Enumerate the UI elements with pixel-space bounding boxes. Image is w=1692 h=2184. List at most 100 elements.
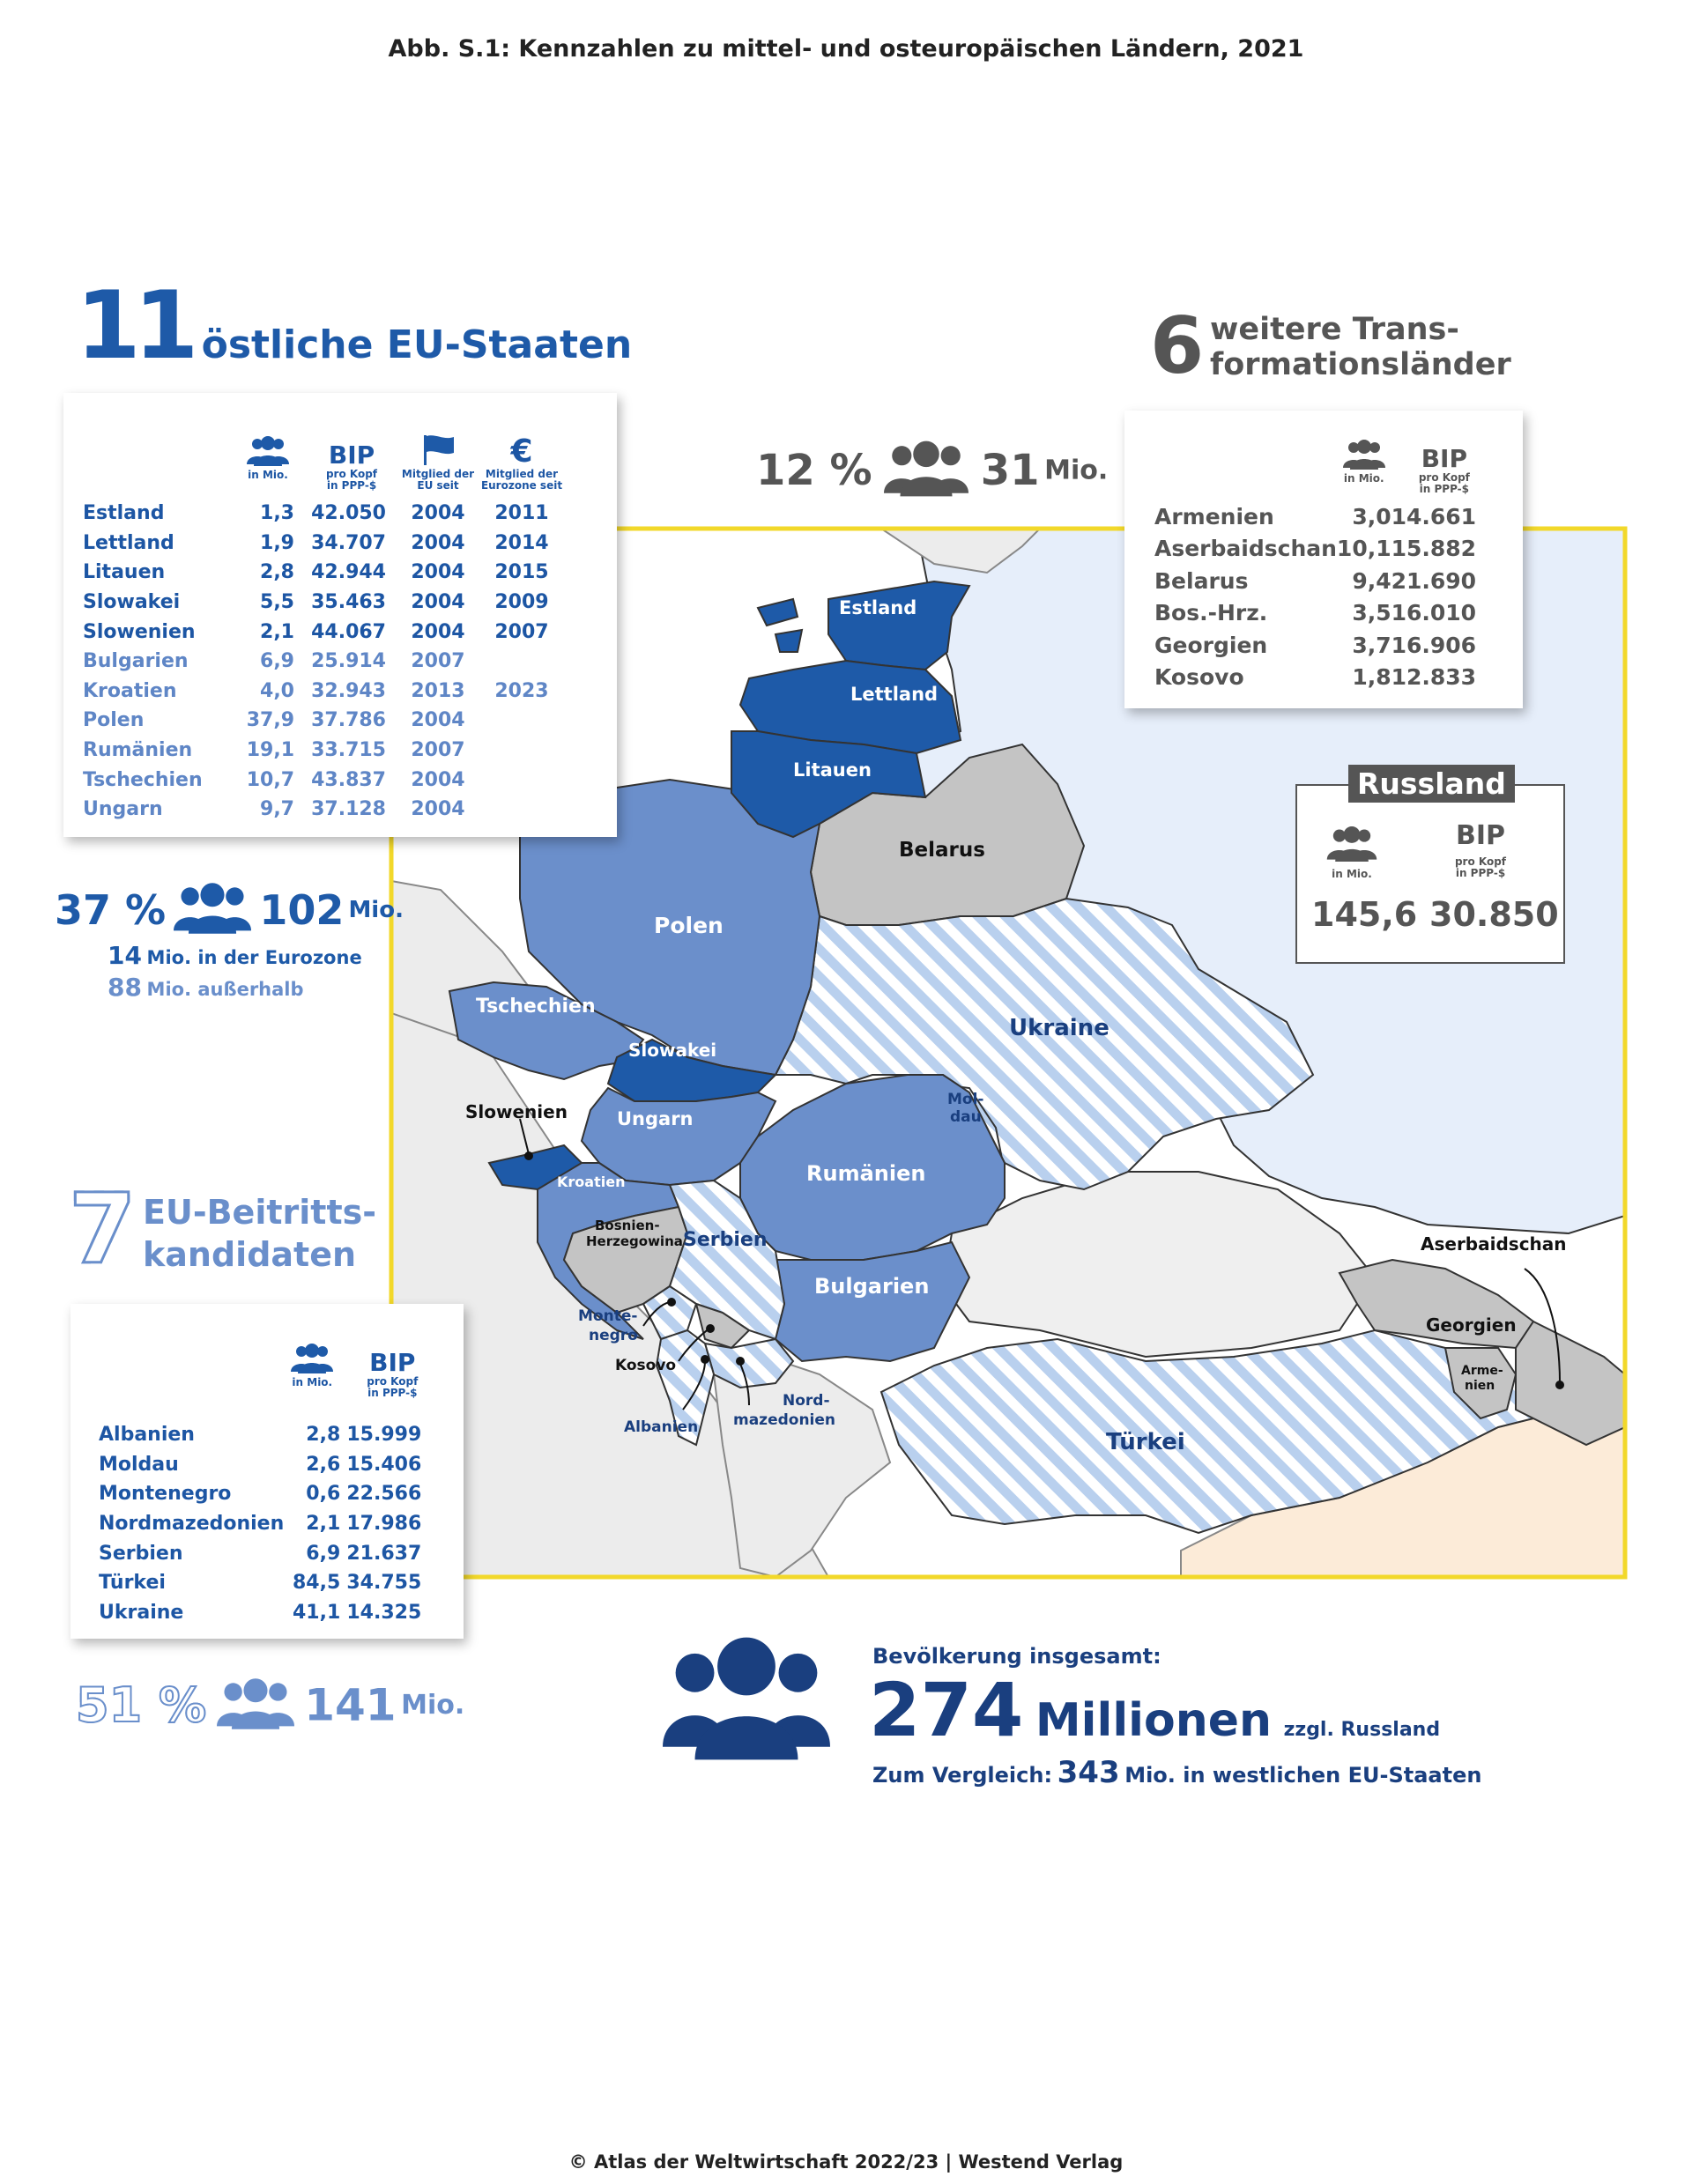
population-value: 41,1 [293,1601,341,1624]
estonia-region [827,580,971,671]
country-name: Georgien [1154,632,1268,658]
population-value: 2,8 [306,1424,341,1447]
eu-east-share: 37 % [55,886,167,934]
table-row: Nordmazedonien 2,1 17.986 [99,1509,444,1539]
table-row: Lettland 1,9 34.707 2004 2014 [83,529,566,559]
table-row: Kroatien 4,0 32.943 2013 2023 [83,677,566,707]
country-name: Kroatien [83,679,177,702]
population-icon [1324,826,1380,865]
country-name: Albanien [99,1424,195,1447]
table-row: Kosovo 1,8 12.833 [1154,662,1497,694]
table-row: Slowenien 2,1 44.067 2004 2007 [83,617,566,647]
map-label-moldau-2: dau [950,1108,982,1126]
map-label-georgien: Georgien [1426,1314,1517,1336]
candidates-summary: 51 % 141 Mio. [75,1677,464,1734]
eu-since-value: 2004 [411,709,465,732]
bip-value: 35.463 [311,591,386,614]
transformation-count: 6 [1150,300,1205,391]
table-row: Ungarn 9,7 37.128 2004 [83,795,566,825]
population-total-icon [663,1637,830,1764]
eu-east-table: in Mio. BIP pro Kopf in PPP-$ Mitglied d… [83,416,566,825]
population-value: 6,9 [260,650,294,673]
bip-value: 21.690 [1391,567,1477,594]
footer-credit: © Atlas der Weltwirtschaft 2022/23 | Wes… [568,2151,1124,2173]
map-label-estland: Estland [839,597,917,618]
transformation-table-box: in Mio. BIP pro Kopf in PPP-$ Armenien 3,… [1124,411,1523,708]
country-name: Tschechien [83,768,203,791]
population-value: 19,1 [246,739,294,762]
euro-since-value: 2015 [494,561,549,584]
col-bip-sub: pro Kopf in PPP-$ [325,468,378,492]
country-name: Litauen [83,561,166,584]
transformation-table: in Mio. BIP pro Kopf in PPP-$ Armenien 3,… [1154,426,1497,693]
country-name: Montenegro [99,1483,232,1506]
map-label-lettland: Lettland [850,684,939,705]
bip-value: 25.914 [311,650,386,673]
montenegro-region [642,1284,698,1341]
map-label-armenien-1: Arme- [1461,1364,1503,1378]
population-total-line: 274 Millionen zzgl. Russland [869,1667,1440,1753]
euro-since-value: 2011 [494,502,549,525]
euro-since-value [478,647,566,677]
population-value: 2,1 [306,1513,341,1536]
outside-value: 88 [108,973,142,1002]
eu-since-value: 2004 [411,768,465,791]
col-population: in Mio. [292,1376,333,1388]
eu-since-value: 2004 [411,620,465,643]
candidates-share: 51 % [75,1677,207,1734]
bip-value: 37.128 [311,798,386,821]
bip-value: 32.943 [311,679,386,702]
eu-since-value: 2004 [411,798,465,821]
eu-east-heading-text: östliche EU-Staaten [201,322,633,367]
population-value: 2,6 [306,1453,341,1476]
col-bip-sub: pro Kopf in PPP-$ [367,1375,419,1399]
population-value: 3,7 [1352,632,1391,658]
eu-east-heading: 11 östliche EU-Staaten [76,279,633,373]
table-row: Slowakei 5,5 35.463 2004 2009 [83,588,566,618]
population-icon [216,1677,294,1733]
population-total-word: Millionen [1035,1694,1272,1747]
population-value: 10,7 [246,768,294,791]
population-total-label: Bevölkerung insgesamt: [872,1644,1161,1669]
population-icon [174,883,252,937]
bip-value: 34.707 [311,531,386,554]
bip-value: 15.406 [346,1453,422,1476]
russia-bip: 30.850 [1429,895,1559,934]
armenia-region [1443,1347,1518,1420]
table-row: Belarus 9,4 21.690 [1154,565,1497,597]
country-name: Ungarn [83,798,163,821]
lithuania-region [731,730,927,839]
population-total-value: 274 [869,1667,1024,1753]
eu-since-value: 2007 [411,650,465,673]
bip-value: 34.755 [346,1572,422,1595]
map-label-serbien: Serbien [683,1229,768,1251]
country-name: Bos.-Hrz. [1154,600,1268,626]
map-label-kosovo: Kosovo [615,1357,677,1374]
eu-east-eurozone-line: 14 Mio. in der Eurozone [108,941,362,970]
country-name: Moldau [99,1453,179,1476]
transformation-share: 12 % [756,446,872,495]
eu-since-value: 2013 [411,679,465,702]
population-value: 9,7 [260,798,294,821]
compare-value: 343 [1057,1755,1120,1790]
compare-suffix: Mio. in westlichen EU-Staaten [1124,1763,1482,1788]
euro-since-value: 2023 [494,679,549,702]
table-row: Ukraine 41,1 14.325 [99,1598,444,1628]
population-value: 6,9 [306,1542,341,1565]
candidates-heading-line1: EU-Beitritts- [143,1193,376,1232]
euro-since-value [478,765,566,795]
euro-since-value [478,795,566,825]
map-label-moldau-1: Mol- [947,1091,984,1108]
transformation-total: 31 [980,446,1040,495]
population-value: 4,0 [260,679,294,702]
map-label-kroatien: Kroatien [557,1173,626,1190]
population-value: 0,6 [306,1483,341,1506]
population-value: 5,5 [260,591,294,614]
country-name: Nordmazedonien [99,1513,285,1536]
table-row: Armenien 3,0 14.661 [1154,500,1497,533]
map-label-litauen: Litauen [793,759,872,781]
map-label-tuerkei: Türkei [1106,1429,1185,1455]
population-value: 37,9 [246,709,294,732]
outside-text: Mio. außerhalb [146,979,304,1000]
population-icon [1337,440,1391,473]
